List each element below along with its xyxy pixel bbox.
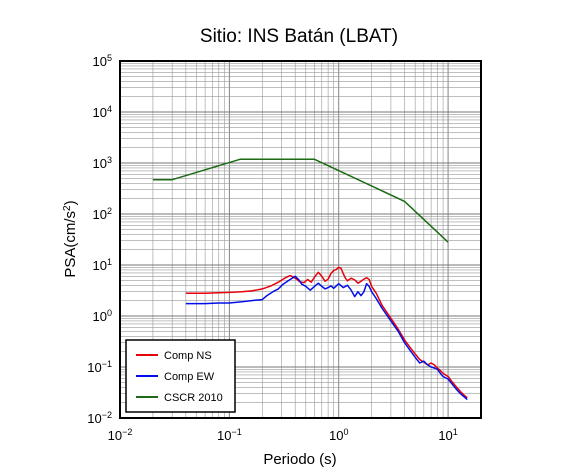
chart-title: Sitio: INS Batán (LBAT) — [200, 26, 398, 47]
grid — [119, 60, 482, 419]
legend-label-ew: Comp EW — [164, 371, 215, 383]
x-tick-labels: 10−2 10−1 100 101 — [108, 427, 458, 443]
series-line-0 — [185, 266, 468, 399]
x-tick-label: 101 — [438, 427, 457, 443]
y-tick-label: 10−2 — [87, 410, 112, 426]
y-tick-label: 104 — [93, 104, 112, 120]
y-tick-labels: 10−2 10−1 100 101 102 103 104 105 — [87, 53, 112, 426]
legend: Comp NS Comp EW CSCR 2010 — [125, 339, 236, 413]
y-tick-label: 105 — [93, 53, 112, 69]
x-tick-label: 100 — [329, 427, 348, 443]
y-axis-label: PSA(cm/s2) — [62, 200, 80, 277]
x-tick-label: 10−2 — [108, 427, 133, 443]
y-tick-label: 100 — [93, 308, 112, 324]
y-tick-label: 10−1 — [87, 359, 112, 375]
x-axis-label: Periodo (s) — [263, 451, 336, 468]
series-line-2 — [152, 158, 449, 243]
y-tick-label: 101 — [93, 257, 112, 273]
x-tick-label: 10−1 — [217, 427, 242, 443]
legend-label-cscr: CSCR 2010 — [164, 392, 223, 404]
y-tick-label: 102 — [93, 206, 112, 222]
y-tick-label: 103 — [93, 155, 112, 171]
series-lines — [152, 158, 468, 401]
plot-frame — [119, 60, 482, 419]
y-axis-label-main: PSA(cm/s — [62, 211, 79, 278]
series-line-1 — [185, 275, 468, 401]
y-axis-label-close: ) — [62, 200, 79, 205]
legend-label-ns: Comp NS — [164, 350, 212, 362]
y-axis-label-sup: 2 — [62, 205, 73, 211]
